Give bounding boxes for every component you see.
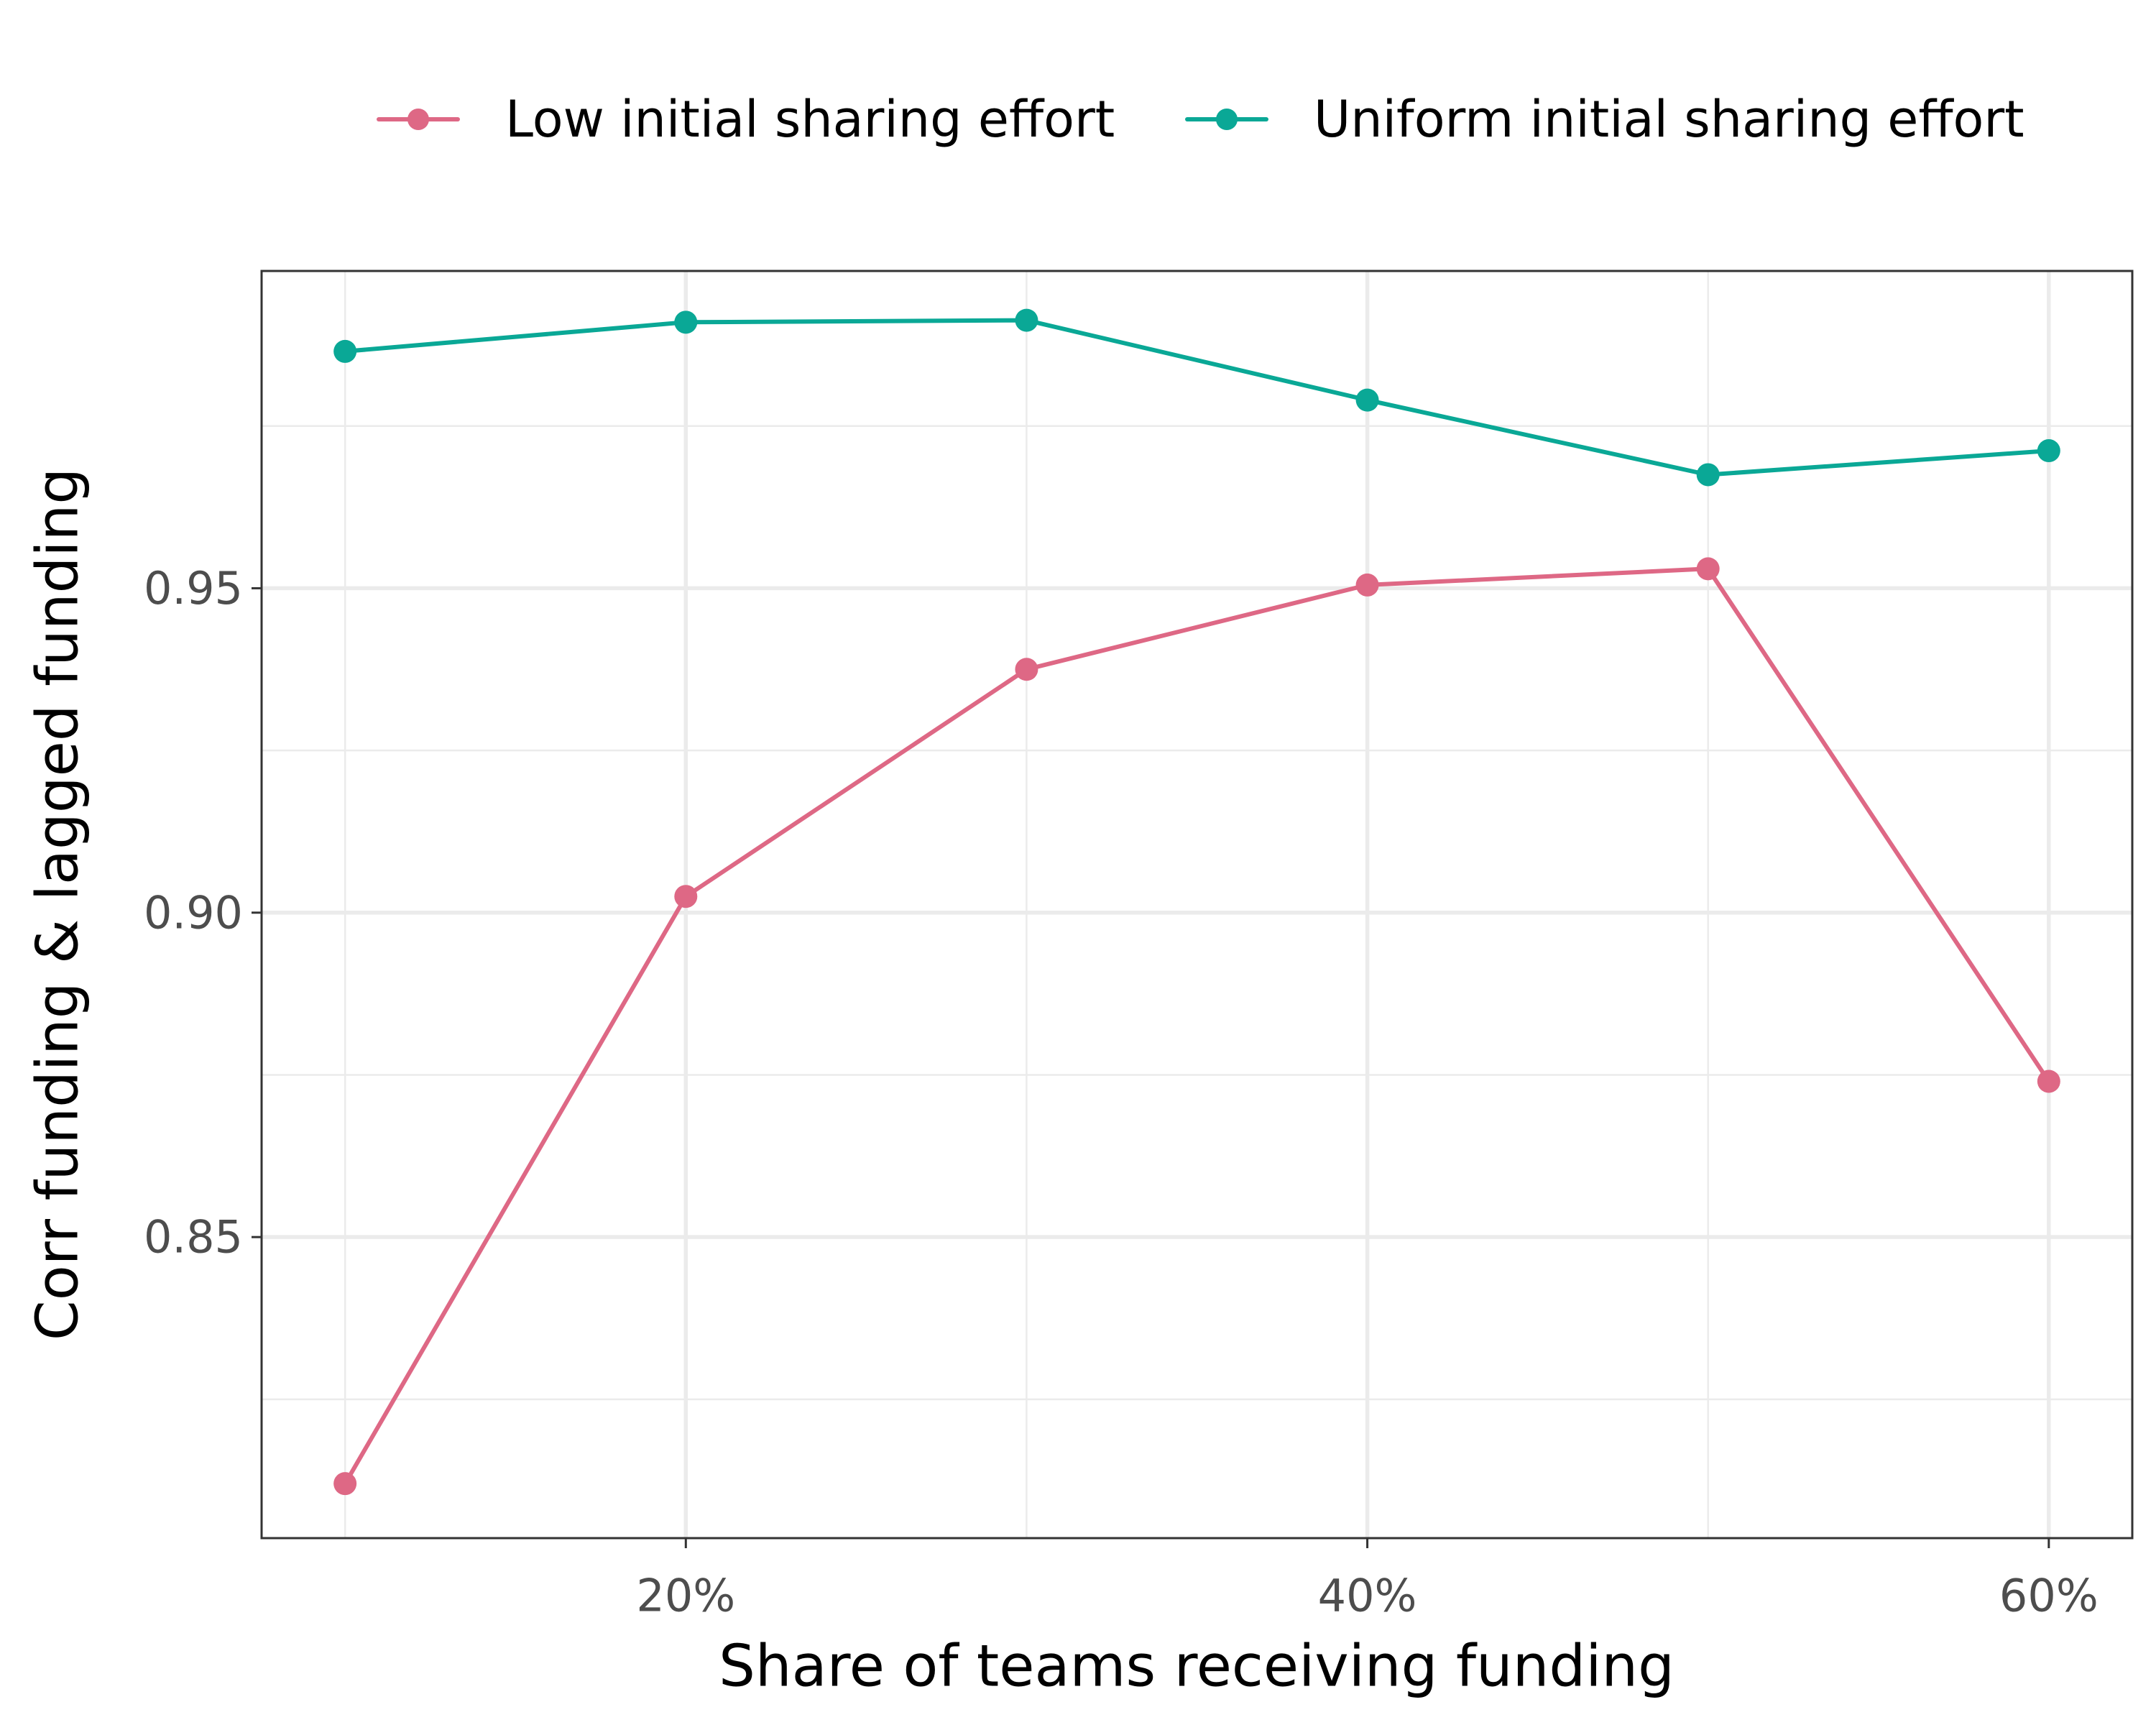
data-point [1355,388,1379,412]
data-point [2037,1070,2060,1093]
x-tick-label: 40% [1318,1570,1417,1622]
x-axis-title: Share of teams receiving funding [719,1633,1674,1700]
series-line [343,566,2051,1485]
y-tick-label: 0.90 [144,886,243,939]
series-low [333,557,2060,1496]
x-tick-label: 60% [1999,1570,2099,1622]
data-point [333,339,357,363]
legend-key-point-uniform [1216,109,1238,130]
axes: 0.85 0.90 0.95 20% 40% 60% [144,562,2099,1622]
series-layer [333,308,2060,1496]
y-axis-title: Corr funding & lagged funding [24,468,91,1340]
legend-label-low: Low initial sharing effort [505,90,1115,149]
legend-item-low: Low initial sharing effort [377,90,1115,149]
plot-panel [262,271,2132,1538]
data-point [1696,463,1720,487]
legend-key-point-low [407,109,429,130]
data-point [2037,439,2060,463]
data-point [333,1472,357,1496]
legend-label-uniform: Uniform initial sharing effort [1314,90,2024,149]
series-line [344,318,2050,477]
data-point [1015,308,1038,332]
y-tick-label: 0.85 [144,1211,243,1264]
data-point [1696,557,1720,581]
y-tick-label: 0.95 [144,562,243,615]
legend: Low initial sharing effort Uniform initi… [377,90,2024,149]
data-point [674,885,698,908]
x-tick-label: 20% [636,1570,735,1622]
series-uniform [333,308,2060,487]
plot-border [260,270,2134,1540]
legend-item-uniform: Uniform initial sharing effort [1185,90,2024,149]
data-point [1015,658,1038,681]
data-point [674,310,698,334]
data-point [1355,573,1379,597]
